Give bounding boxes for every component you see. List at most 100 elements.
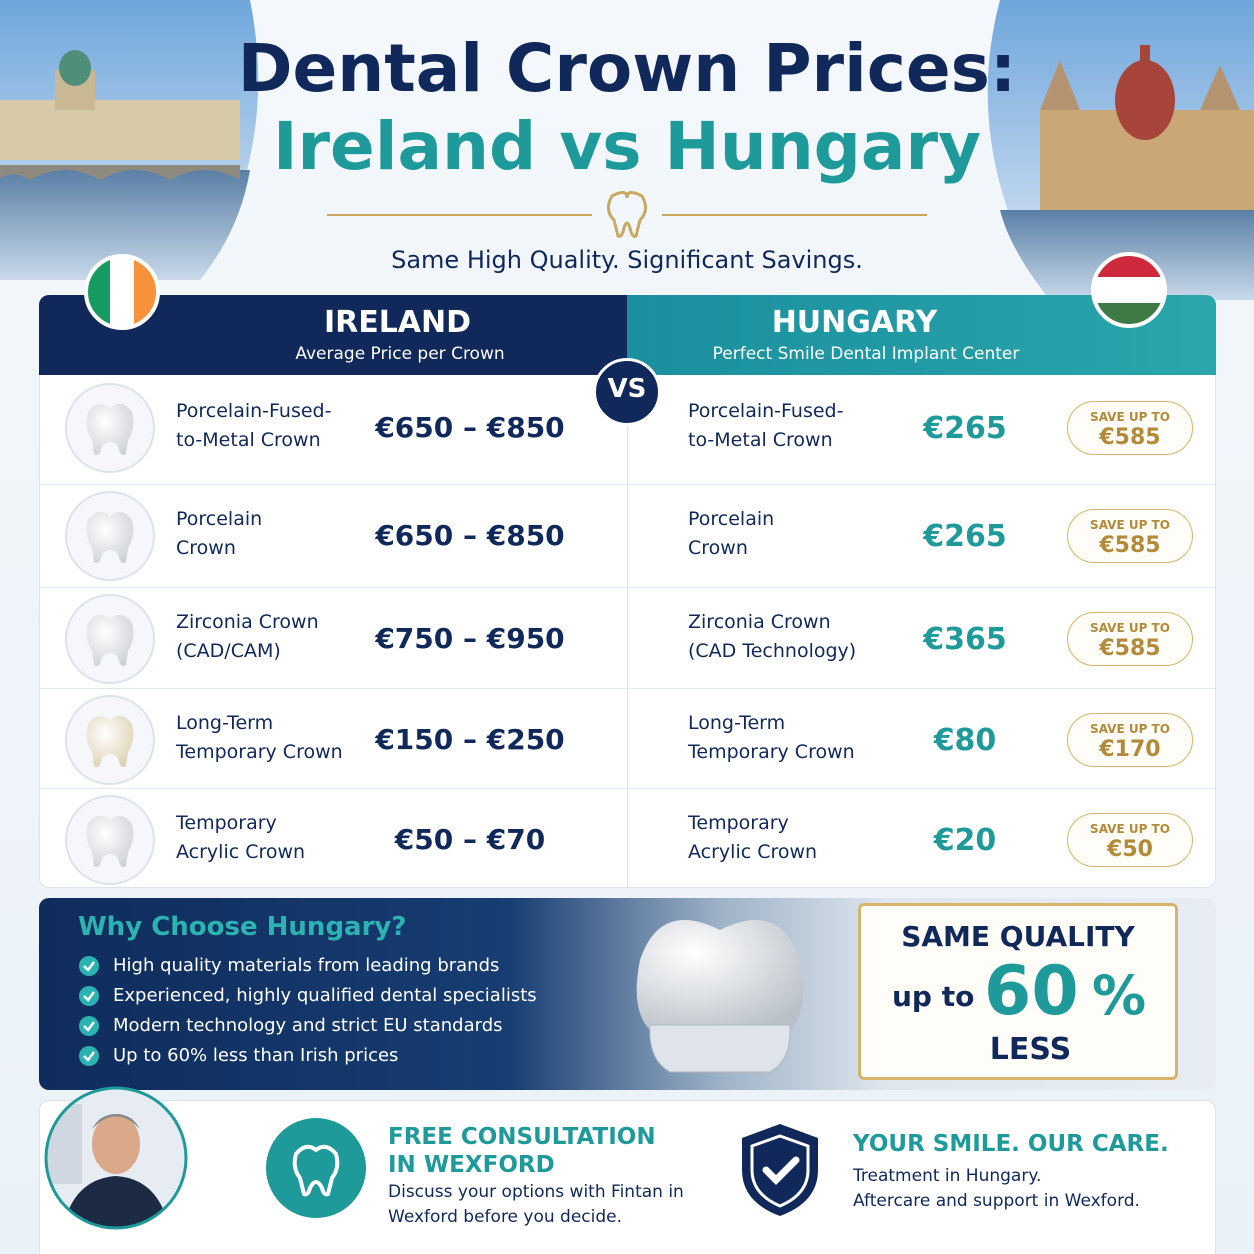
- ireland-crown-label: Porcelain: [176, 508, 263, 530]
- dublin-scene: [0, 0, 259, 280]
- budapest-scene: [987, 0, 1254, 300]
- save-amount: €50: [1107, 837, 1153, 862]
- save-label: SAVE UP TO: [1090, 621, 1170, 635]
- crown-image: [65, 695, 155, 785]
- save-amount: €170: [1099, 737, 1161, 762]
- hungary-crown-label: Acrylic Crown: [688, 841, 818, 863]
- hungary-price: €265: [923, 519, 1007, 554]
- consultation-text: Wexford before you decide.: [388, 1207, 623, 1227]
- consultation-title: IN WEXFORD: [388, 1152, 555, 1178]
- save-badge: [1067, 401, 1193, 455]
- badge-line-1: SAME QUALITY: [901, 920, 1135, 953]
- hungary-crown-label: Long-Term: [688, 712, 786, 734]
- vs-circle: [593, 358, 661, 426]
- divider-left: [327, 214, 592, 216]
- hungary-price: €265: [923, 411, 1007, 446]
- why-item: Modern technology and strict EU standard…: [113, 1015, 503, 1036]
- ireland-price: €750 – €950: [375, 622, 565, 655]
- crown-image: [65, 491, 155, 581]
- save-amount: €585: [1099, 425, 1161, 450]
- check-icon: [79, 1046, 99, 1066]
- ireland-crown-label: to-Metal Crown: [176, 429, 321, 451]
- hungary-subtitle: Perfect Smile Dental Implant Center: [712, 344, 1020, 364]
- row-divider: [40, 587, 1215, 588]
- care-text: Aftercare and support in Wexford.: [853, 1191, 1140, 1211]
- hungary-crown-label: Temporary Crown: [688, 741, 855, 763]
- hungary-crown-label: Crown: [688, 537, 748, 559]
- ireland-price: €650 – €850: [375, 411, 565, 444]
- check-icon: [79, 1016, 99, 1036]
- hungary-crown-label: Porcelain: [688, 508, 775, 530]
- save-label: SAVE UP TO: [1090, 822, 1170, 836]
- save-badge: [1067, 713, 1193, 767]
- why-item: High quality materials from leading bran…: [113, 955, 500, 976]
- badge-prefix: up to: [892, 980, 975, 1013]
- why-item: Up to 60% less than Irish prices: [113, 1045, 399, 1066]
- footer-card: [39, 1100, 1216, 1254]
- ireland-price: €650 – €850: [375, 519, 565, 552]
- crown-photo: [636, 920, 804, 1073]
- crown-image: [65, 594, 155, 684]
- crown-image: [65, 383, 155, 473]
- consultation-icon: [266, 1118, 366, 1218]
- save-label: SAVE UP TO: [1090, 518, 1170, 532]
- check-icon: [79, 986, 99, 1006]
- crown-image: [65, 795, 155, 885]
- care-title: YOUR SMILE. OUR CARE.: [853, 1131, 1169, 1157]
- save-label: SAVE UP TO: [1090, 722, 1170, 736]
- badge-line-3: LESS: [989, 1032, 1072, 1067]
- ireland-crown-label: (CAD/CAM): [176, 640, 281, 662]
- hungary-crown-label: (CAD Technology): [688, 640, 857, 662]
- save-amount: €585: [1099, 636, 1161, 661]
- title-line-2: Ireland vs Hungary: [272, 108, 982, 185]
- save-badge: [1067, 509, 1193, 563]
- hungary-flag: [1091, 252, 1167, 328]
- ireland-crown-label: Crown: [176, 537, 236, 559]
- badge-number: 60: [984, 952, 1079, 1031]
- badge-unit: %: [1092, 964, 1147, 1027]
- ireland-crown-label: Temporary Crown: [176, 741, 343, 763]
- hungary-price: €80: [933, 723, 997, 758]
- ireland-subtitle: Average Price per Crown: [295, 344, 505, 364]
- why-title: Why Choose Hungary?: [78, 912, 407, 942]
- hungary-crown-label: to-Metal Crown: [688, 429, 833, 451]
- tooth-icon: [607, 191, 647, 238]
- ireland-price: €150 – €250: [375, 723, 565, 756]
- save-amount: €585: [1099, 533, 1161, 558]
- ireland-crown-label: Long-Term: [176, 712, 274, 734]
- ireland-name: IRELAND: [323, 305, 472, 340]
- hungary-price: €20: [933, 823, 997, 858]
- why-item: Experienced, highly qualified dental spe…: [113, 985, 537, 1006]
- tagline: Same High Quality. Significant Savings.: [391, 246, 863, 274]
- hungary-price: €365: [923, 622, 1007, 657]
- divider-right: [662, 214, 927, 216]
- save-label: SAVE UP TO: [1090, 410, 1170, 424]
- consultation-text: Discuss your options with Fintan in: [388, 1182, 684, 1202]
- ireland-crown-label: Acrylic Crown: [176, 841, 306, 863]
- save-badge: [1067, 813, 1193, 867]
- column-divider: [627, 375, 628, 888]
- badge-box: [858, 903, 1178, 1080]
- title-line-1: Dental Crown Prices:: [237, 30, 1017, 107]
- consultation-title: FREE CONSULTATION: [388, 1124, 656, 1150]
- save-badge: [1067, 612, 1193, 666]
- ireland-crown-label: Porcelain-Fused-: [176, 400, 332, 422]
- ireland-crown-label: Zirconia Crown: [176, 611, 319, 633]
- city-scenes: [0, 0, 1254, 300]
- ireland-flag: [84, 254, 160, 330]
- ireland-crown-label: Temporary: [176, 812, 277, 834]
- vs-text: VS: [607, 374, 647, 404]
- dentist-photo: [44, 1086, 188, 1230]
- hungary-name: HUNGARY: [771, 305, 938, 340]
- care-text: Treatment in Hungary.: [853, 1166, 1042, 1186]
- hungary-crown-label: Zirconia Crown: [688, 611, 831, 633]
- ireland-price: €50 – €70: [394, 823, 546, 856]
- row-divider: [40, 484, 1215, 485]
- check-icon: [79, 956, 99, 976]
- row-divider: [40, 788, 1215, 789]
- hungary-crown-label: Porcelain-Fused-: [688, 400, 844, 422]
- shield-icon: [742, 1124, 818, 1216]
- row-divider: [40, 688, 1215, 689]
- hungary-crown-label: Temporary: [688, 812, 789, 834]
